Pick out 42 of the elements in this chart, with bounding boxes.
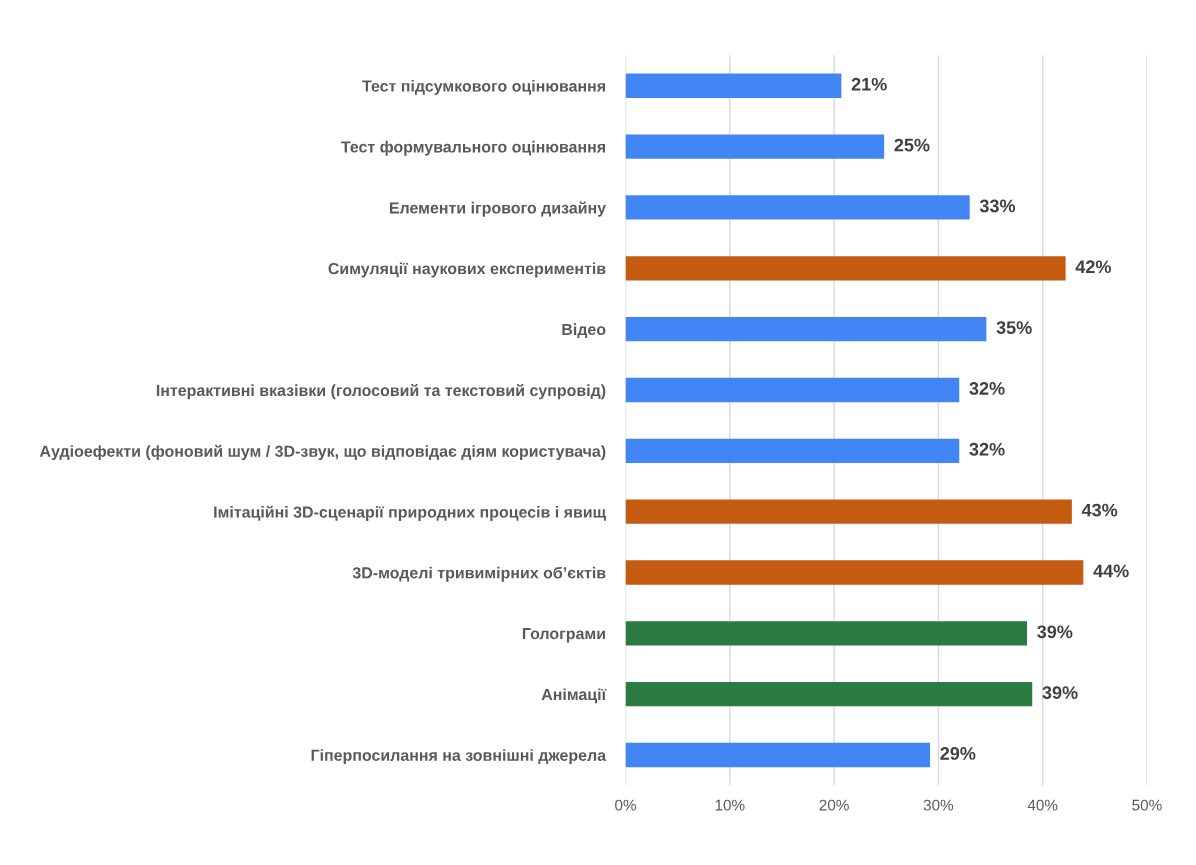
data-label: 42% [1075,260,1111,274]
bar [625,681,1033,707]
data-label: 29% [940,747,976,760]
x-tick-label: 40% [1027,799,1058,811]
bar [625,742,931,768]
y-tick-label: Імітаційні 3D-сценарії природних процесів і явищ [214,505,606,521]
x-tick-label: 30% [923,799,954,811]
y-tick-label: Симуляції наукових експериментів [328,262,606,278]
y-tick-label: Тест підсумкового оцінювання [362,79,605,95]
bar [625,499,1072,524]
data-label: 32% [969,382,1005,395]
bar [625,134,885,159]
y-tick-label: Аудіоефекти (фоновий шум / 3D-звук, що відповідає діям користувача) [39,444,606,461]
bar [625,195,970,220]
x-tick-label: 20% [819,799,849,811]
data-label: 44% [1093,564,1129,578]
x-tick-label: 10% [715,799,745,811]
y-tick-label: Голограми [522,628,605,643]
bar [625,560,1084,585]
bar [625,256,1066,281]
data-label: 39% [1037,625,1073,639]
data-label: 32% [969,442,1005,456]
y-tick-label: Інтерактивні вказівки (голосовий та текстовий супровід) [156,384,606,400]
y-tick-label: Відео [562,323,606,339]
bar [625,438,960,463]
data-label: 21% [851,77,887,91]
y-tick-label: Тест формувального оцінювання [341,140,605,156]
data-label: 33% [979,199,1016,213]
data-label: 35% [996,321,1032,334]
x-tick-label: 50% [1132,799,1162,811]
x-tick-label: 0% [615,799,637,811]
bar [625,316,987,342]
y-tick-label: 3D-моделі тривимірних об’єктів [352,566,606,582]
y-tick-label: Елементи ігрового дизайну [389,201,606,217]
data-label: 43% [1081,503,1118,517]
y-tick-label: Анімації [541,688,607,704]
data-label: 25% [894,138,930,152]
y-tick-label: Гіперпосилання на зовнішні джерела [311,749,607,765]
bar [625,621,1028,646]
bar [625,73,842,98]
data-label: 39% [1042,686,1078,700]
bar [625,377,960,403]
